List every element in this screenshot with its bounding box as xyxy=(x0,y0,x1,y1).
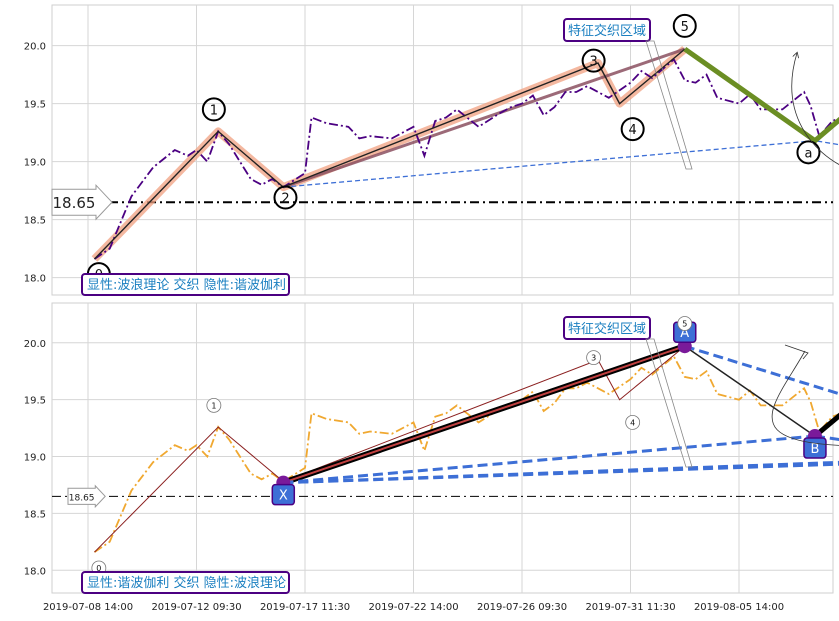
y-tick-label: 18.5 xyxy=(24,216,46,227)
y-tick-label: 20.0 xyxy=(24,42,46,53)
x-tick-label: 2019-07-22 14:00 xyxy=(368,602,458,613)
x-tick-label: 2019-07-31 11:30 xyxy=(585,602,675,613)
y-tick-label: 19.0 xyxy=(24,453,46,464)
wave-label: 4 xyxy=(629,123,637,138)
y-tick-label: 18.5 xyxy=(24,509,46,520)
reference-value-label: 18.65 xyxy=(69,493,95,503)
reference-value-label: 18.65 xyxy=(53,194,96,212)
y-tick-label: 19.5 xyxy=(24,100,46,111)
top-panel: 18.018.519.019.520.018.65012345abc.1c.2特… xyxy=(24,5,839,295)
bottom-panel: 18.018.519.019.520.018.65XABCD01345c.1c.… xyxy=(24,303,839,593)
wave-label: 1 xyxy=(210,103,218,118)
y-tick-label: 20.0 xyxy=(24,339,46,350)
wave-label: 4 xyxy=(630,418,635,427)
x-tick-label: 2019-08-05 14:00 xyxy=(694,602,784,613)
y-tick-label: 18.0 xyxy=(24,566,46,577)
feature-region-label: 特征交织区域 xyxy=(568,321,646,337)
x-axis: 2019-07-08 14:00 2019-07-12 09:30 2019-07-… xyxy=(43,602,784,613)
wave-label: 3 xyxy=(591,354,596,363)
x-tick-label: 2019-07-17 11:30 xyxy=(260,602,350,613)
y-tick-label: 18.0 xyxy=(24,274,46,285)
wave-label: 2 xyxy=(281,192,289,207)
xabcd-label: B xyxy=(810,442,819,457)
plot-frame xyxy=(52,303,833,593)
legend-text: 显性:波浪理论 交织 隐性:谐波伽利 xyxy=(87,277,286,293)
x-tick-label: 2019-07-26 09:30 xyxy=(477,602,567,613)
legend-text: 显性:谐波伽利 交织 隐性:波浪理论 xyxy=(87,575,286,591)
wave-label: 1 xyxy=(211,401,216,410)
xabcd-label: X xyxy=(279,489,288,504)
feature-region-label: 特征交织区域 xyxy=(568,23,646,39)
wave-label: 5 xyxy=(681,20,689,35)
wave-label: 5 xyxy=(682,319,687,328)
x-tick-label: 2019-07-12 09:30 xyxy=(151,602,241,613)
y-tick-label: 19.0 xyxy=(24,158,46,169)
y-tick-label: 19.5 xyxy=(24,396,46,407)
wave-label: 3 xyxy=(589,55,597,70)
wave-label: a xyxy=(804,146,812,161)
x-tick-label: 2019-07-08 14:00 xyxy=(43,602,133,613)
